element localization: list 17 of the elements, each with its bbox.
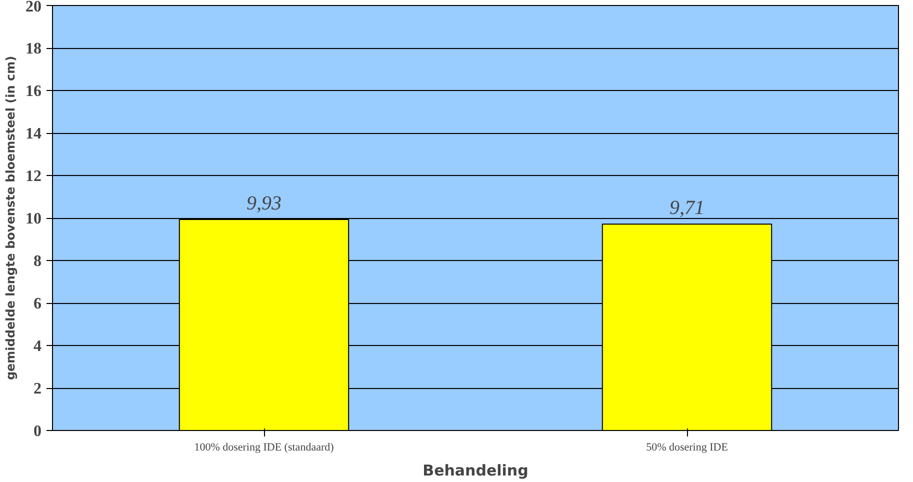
y-axis-title: gemiddelde lengte bovenste bloemsteel (in cm) (4, 56, 18, 380)
data-label: 9,71 (670, 197, 704, 220)
y-tick-label: 0 (34, 423, 42, 440)
y-tick-label: 6 (34, 296, 42, 312)
y-tick-label: 20 (26, 0, 42, 16)
x-tick-label: 100% dosering IDE (standaard) (194, 442, 334, 454)
y-tick-label: 12 (26, 168, 42, 185)
y-tick-label: 8 (34, 253, 42, 270)
x-axis-title: Behandeling (422, 462, 528, 480)
x-tick-label: 50% dosering IDE (646, 442, 728, 454)
y-tick-label: 18 (26, 40, 42, 58)
y-tick-label: 16 (26, 83, 42, 100)
y-tick-label: 14 (26, 126, 42, 142)
y-tick-label: 2 (34, 380, 42, 398)
y-tick-label: 10 (26, 210, 42, 228)
y-tick-label: 4 (34, 338, 42, 355)
data-label: 9,93 (246, 192, 282, 214)
